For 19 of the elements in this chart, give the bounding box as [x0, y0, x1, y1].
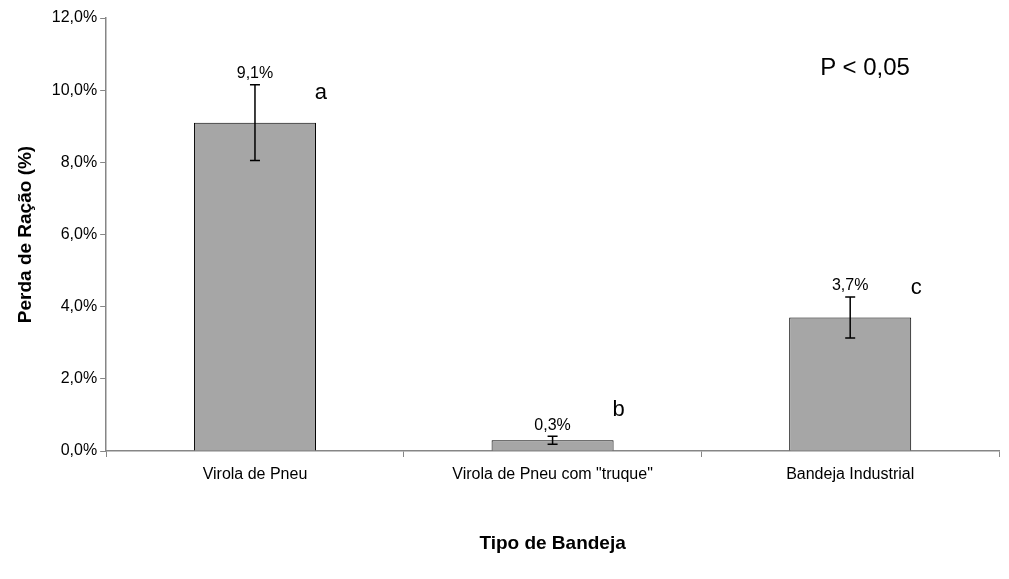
annotation: P < 0,05 [820, 52, 910, 80]
y-axis-title: Perda de Ração (%) [13, 145, 35, 324]
x-tick-label: Virola de Pneu [202, 465, 308, 483]
y-tick-label: 12,0% [51, 8, 98, 26]
data-label: 3,7% [831, 276, 869, 294]
x-axis-title: Tipo de Bandeja [479, 531, 627, 553]
y-tick-label: 2,0% [60, 369, 98, 387]
y-tick-label: 4,0% [60, 297, 98, 315]
y-tick-label: 10,0% [51, 80, 98, 98]
data-label: 9,1% [236, 64, 274, 82]
y-tick-label: 0,0% [60, 441, 98, 459]
annotation: c [910, 273, 922, 299]
annotation: b [612, 396, 625, 422]
data-label: 0,3% [534, 415, 571, 433]
x-tick-label: Bandeja Industrial [786, 465, 915, 483]
annotation: a [314, 78, 328, 104]
y-tick-label: 6,0% [60, 224, 98, 242]
x-tick-label: Virola de Pneu com "truque" [452, 465, 653, 483]
y-tick-label: 8,0% [60, 152, 98, 170]
